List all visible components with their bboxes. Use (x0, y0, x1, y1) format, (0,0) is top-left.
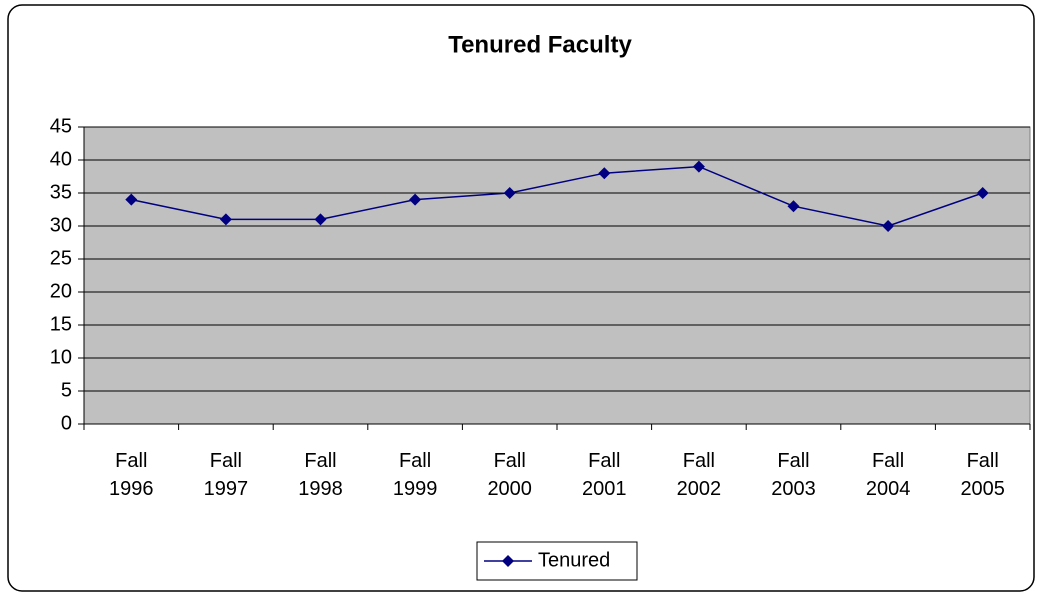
x-tick-label: Fall 2000 (487, 450, 532, 500)
y-tick-label: 30 (50, 214, 72, 236)
x-tick-label: Fall 2001 (582, 450, 627, 500)
point-marker (125, 193, 138, 206)
point-marker (787, 200, 800, 213)
point-marker (692, 160, 705, 173)
y-tick-label: 10 (50, 346, 72, 368)
y-tick-label: 35 (50, 181, 72, 203)
y-tick-label: 0 (61, 412, 72, 434)
point-marker (409, 193, 422, 206)
y-tick-label: 40 (50, 148, 72, 170)
legend-label: Tenured (538, 549, 610, 571)
y-tick-label: 20 (50, 280, 72, 302)
y-tick-label: 15 (50, 313, 72, 335)
point-marker (314, 213, 327, 226)
y-tick-label: 5 (61, 379, 72, 401)
point-marker (598, 167, 611, 180)
y-tick-label: 25 (50, 247, 72, 269)
y-tick-label: 45 (50, 115, 72, 137)
x-tick-label: Fall 2005 (960, 450, 1005, 500)
point-marker (882, 220, 895, 232)
series-line (131, 165, 983, 227)
point-marker (219, 213, 232, 226)
point-marker (503, 187, 516, 199)
plot-area (83, 126, 1031, 425)
x-tick-label: Fall 2002 (676, 450, 722, 500)
legend-marker (502, 555, 514, 567)
x-tick-label: Fall 1998 (298, 450, 343, 500)
x-tick-label: Fall 2003 (771, 450, 816, 500)
x-tick-label: Fall 1996 (109, 450, 154, 500)
x-tick-label: Fall 2004 (865, 450, 911, 500)
x-tick-label: Fall 1997 (203, 450, 249, 500)
chart-title: Tenured Faculty (448, 31, 632, 58)
x-tick-label: Fall 1999 (392, 450, 438, 500)
point-marker (976, 187, 989, 199)
